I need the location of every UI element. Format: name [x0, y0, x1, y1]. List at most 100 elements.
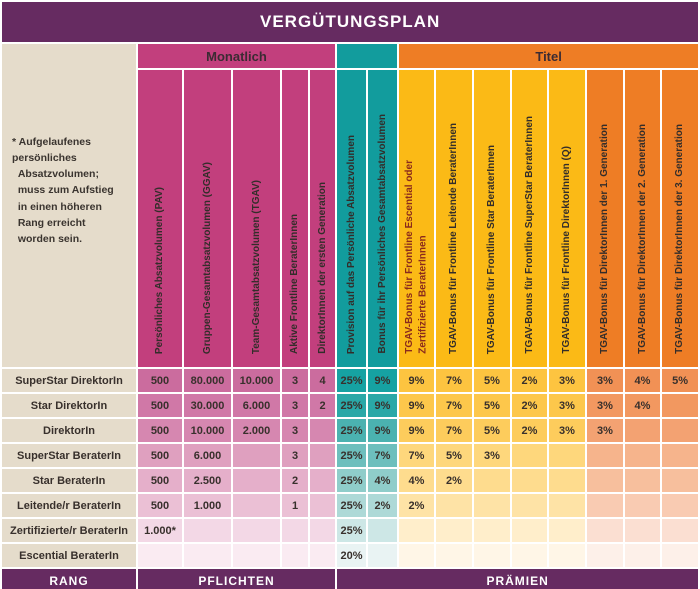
table-row: SuperStar BeraterIn 500 6.000 3 25% 7% 7…	[2, 444, 699, 467]
data-cell	[625, 469, 660, 492]
rank-label: Star DirektorIn	[2, 394, 136, 417]
col-header-tgav-bonus-leitende: TGAV-Bonus für Frontline Leitende Berate…	[436, 70, 472, 367]
data-cell: 25%	[337, 469, 366, 492]
data-cell: 2	[282, 469, 308, 492]
data-cell: 3%	[587, 419, 623, 442]
data-cell: 25%	[337, 394, 366, 417]
data-cell: 5%	[436, 444, 472, 467]
data-cell	[368, 519, 397, 542]
data-cell: 5%	[474, 419, 510, 442]
data-cell	[436, 519, 472, 542]
data-cell	[625, 494, 660, 517]
data-cell: 7%	[436, 394, 472, 417]
data-cell: 2.000	[233, 419, 280, 442]
data-cell: 500	[138, 494, 182, 517]
data-cell	[587, 469, 623, 492]
data-cell	[512, 444, 547, 467]
data-cell	[474, 544, 510, 567]
data-cell	[625, 444, 660, 467]
data-cell: 80.000	[184, 369, 231, 392]
rank-label: Star BeraterIn	[2, 469, 136, 492]
table-row: SuperStar DirektorIn 500 80.000 10.000 3…	[2, 369, 699, 392]
data-cell	[549, 469, 585, 492]
group-provision-blank	[337, 44, 397, 68]
data-cell: 25%	[337, 419, 366, 442]
data-cell	[474, 469, 510, 492]
data-cell: 5%	[474, 369, 510, 392]
table-row: Star DirektorIn 500 30.000 6.000 3 2 25%…	[2, 394, 699, 417]
data-cell: 4%	[399, 469, 434, 492]
col-header-tgav: Team-Gesamtabsatzvolumen (TGAV)	[233, 70, 280, 367]
data-cell	[587, 519, 623, 542]
data-cell: 9%	[368, 394, 397, 417]
col-header-tgav-bonus-escential-zertifizierte: TGAV-Bonus für Frontline Escential oder …	[399, 70, 434, 367]
data-cell	[138, 544, 182, 567]
data-cell	[474, 494, 510, 517]
table-row: Escential BeraterIn 20%	[2, 544, 699, 567]
data-cell	[587, 444, 623, 467]
rank-label: SuperStar DirektorIn	[2, 369, 136, 392]
data-cell	[587, 494, 623, 517]
data-cell: 4%	[625, 369, 660, 392]
data-cell	[184, 519, 231, 542]
footer-row: RANG PFLICHTEN PRÄMIEN	[2, 569, 699, 589]
data-cell	[662, 394, 699, 417]
data-cell	[512, 519, 547, 542]
col-header-tgav-bonus-star: TGAV-Bonus für Frontline Star BeraterInn…	[474, 70, 510, 367]
data-cell: 1	[282, 494, 308, 517]
data-cell: 4	[310, 369, 335, 392]
rank-label: Zertifizierte/r BeraterIn	[2, 519, 136, 542]
data-cell: 9%	[368, 369, 397, 392]
data-cell: 4%	[625, 394, 660, 417]
data-cell	[310, 419, 335, 442]
data-cell	[310, 519, 335, 542]
data-cell: 500	[138, 419, 182, 442]
data-cell: 5%	[662, 369, 699, 392]
col-header-ggav: Gruppen-Gesamtabsatzvolumen (GGAV)	[184, 70, 231, 367]
data-cell: 3%	[587, 369, 623, 392]
footer-pflichten: PFLICHTEN	[138, 569, 335, 589]
footnote-cell: * Aufgelaufenes persönliches Absatzvolum…	[2, 44, 136, 367]
data-cell	[662, 444, 699, 467]
data-cell	[512, 494, 547, 517]
data-cell	[436, 544, 472, 567]
group-monatlich: Monatlich	[138, 44, 335, 68]
data-cell: 3%	[549, 369, 585, 392]
data-cell: 6.000	[184, 444, 231, 467]
data-cell: 2%	[399, 494, 434, 517]
data-cell	[184, 544, 231, 567]
data-cell	[662, 494, 699, 517]
data-cell: 2%	[436, 469, 472, 492]
data-cell	[549, 494, 585, 517]
data-cell: 2%	[368, 494, 397, 517]
page-title: VERGÜTUNGSPLAN	[2, 2, 699, 42]
table-row: Zertifizierte/r BeraterIn 1.000* 25%	[2, 519, 699, 542]
rank-label: DirektorIn	[2, 419, 136, 442]
data-cell	[233, 519, 280, 542]
data-cell: 3%	[549, 394, 585, 417]
data-cell: 5%	[474, 394, 510, 417]
data-cell	[282, 544, 308, 567]
data-cell: 2%	[512, 394, 547, 417]
data-cell: 9%	[399, 419, 434, 442]
footer-praemien: PRÄMIEN	[337, 569, 699, 589]
data-cell: 500	[138, 394, 182, 417]
footnote-text: * Aufgelaufenes persönliches Absatzvolum…	[12, 135, 114, 246]
col-header-tgav-bonus-superstar: TGAV-Bonus für Frontline SuperStar Berat…	[512, 70, 547, 367]
column-header-row: Persönliches Absatzvolumen (PAV) Gruppen…	[2, 70, 699, 367]
data-cell	[310, 544, 335, 567]
data-cell	[549, 519, 585, 542]
col-header-provision-pav: Provision auf das Persönliche Absatzvolu…	[337, 70, 366, 367]
data-cell: 7%	[368, 444, 397, 467]
data-cell: 9%	[399, 394, 434, 417]
data-cell	[233, 494, 280, 517]
data-cell	[549, 444, 585, 467]
data-cell	[625, 544, 660, 567]
data-cell: 3	[282, 444, 308, 467]
data-cell: 20%	[337, 544, 366, 567]
data-cell	[625, 419, 660, 442]
group-titel: Titel	[399, 44, 699, 68]
data-cell	[399, 519, 434, 542]
data-cell: 3%	[549, 419, 585, 442]
